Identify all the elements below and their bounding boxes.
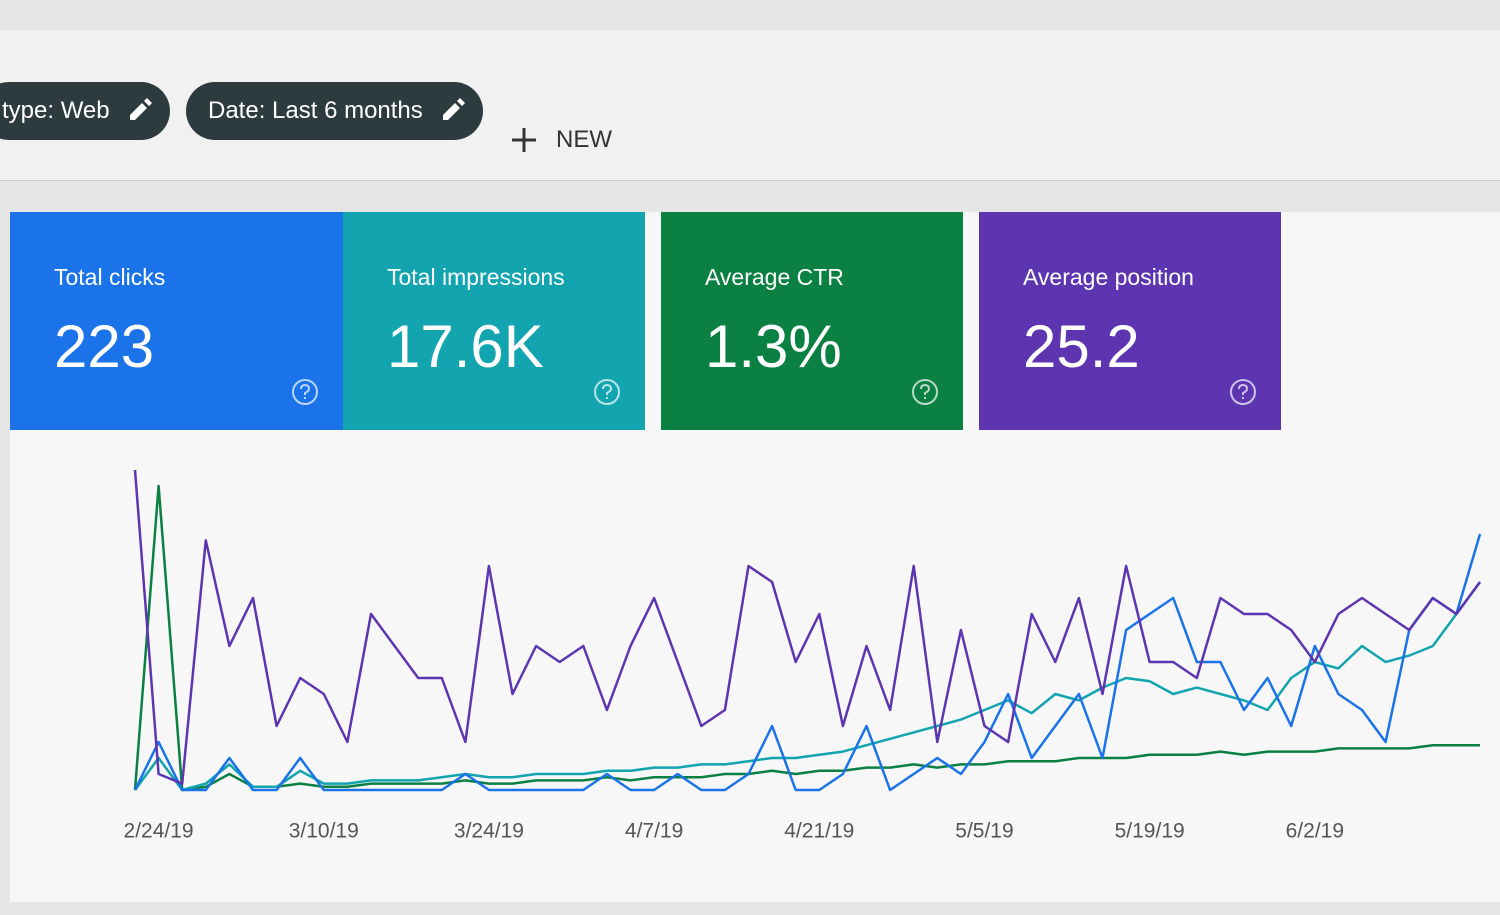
help-mark: [300, 383, 311, 399]
help-icon: [292, 379, 318, 405]
filter-bar: type: Web Date: Last 6 months NEW: [0, 30, 1500, 181]
performance-panel: Total clicks 223 Total impressions 17.6K Ave…: [10, 212, 1500, 902]
edit-icon: [442, 98, 465, 120]
help-mark: [920, 383, 931, 399]
help-mark: [602, 383, 613, 399]
metric-card: Average CTR 1.3%: [661, 212, 963, 430]
metric-card: Total impressions 17.6K: [343, 212, 645, 430]
help-icon: [594, 379, 620, 405]
x-tick-label: 4/21/19: [784, 820, 854, 843]
series-line: [133, 484, 1480, 792]
filter-chip[interactable]: Date: Last 6 months: [186, 82, 483, 140]
metric-value: 223: [54, 313, 155, 380]
help-circle: [292, 379, 318, 405]
help-circle: [912, 379, 938, 405]
metric-label: Average position: [1023, 264, 1194, 290]
x-tick-label: 3/10/19: [289, 820, 359, 843]
x-tick-label: 5/5/19: [955, 820, 1013, 843]
filter-chip[interactable]: type: Web: [0, 82, 170, 140]
x-tick-label: 5/19/19: [1115, 820, 1185, 843]
new-button[interactable]: NEW: [510, 126, 612, 154]
metric-label: Average CTR: [705, 264, 844, 290]
metric-value: 17.6K: [387, 313, 544, 380]
x-tick-label: 6/2/19: [1286, 820, 1344, 843]
help-icon: [1230, 379, 1256, 405]
metric-label: Total clicks: [54, 264, 166, 290]
help-icon: [912, 379, 938, 405]
metric-card[interactable]: Total clicks 223: [10, 212, 343, 430]
x-tick-label: 2/24/19: [124, 820, 194, 843]
metric-label: Total impressions: [387, 264, 565, 290]
help-mark: [1238, 383, 1249, 399]
metric-value: 1.3%: [705, 313, 842, 380]
plus-icon: [512, 128, 536, 152]
edit-icon: [129, 98, 152, 120]
chart: 2/24/19 3/10/19 3/24/19 4/7/19 4/21/19 5/5/19…: [124, 469, 1482, 843]
help-circle: [594, 379, 620, 405]
new-label: NEW: [556, 126, 612, 153]
help-circle: [1230, 379, 1256, 405]
x-tick-label: 4/7/19: [625, 820, 683, 843]
x-tick-label: 3/24/19: [454, 820, 524, 843]
metric-card: Average position 25.2: [979, 212, 1281, 430]
series-line: [133, 533, 1482, 792]
series-line: [133, 581, 1482, 792]
chip-label: type: Web: [2, 97, 110, 124]
metric-value: 25.2: [1023, 313, 1140, 380]
chip-label: Date: Last 6 months: [208, 97, 423, 124]
series-line: [133, 469, 1482, 785]
